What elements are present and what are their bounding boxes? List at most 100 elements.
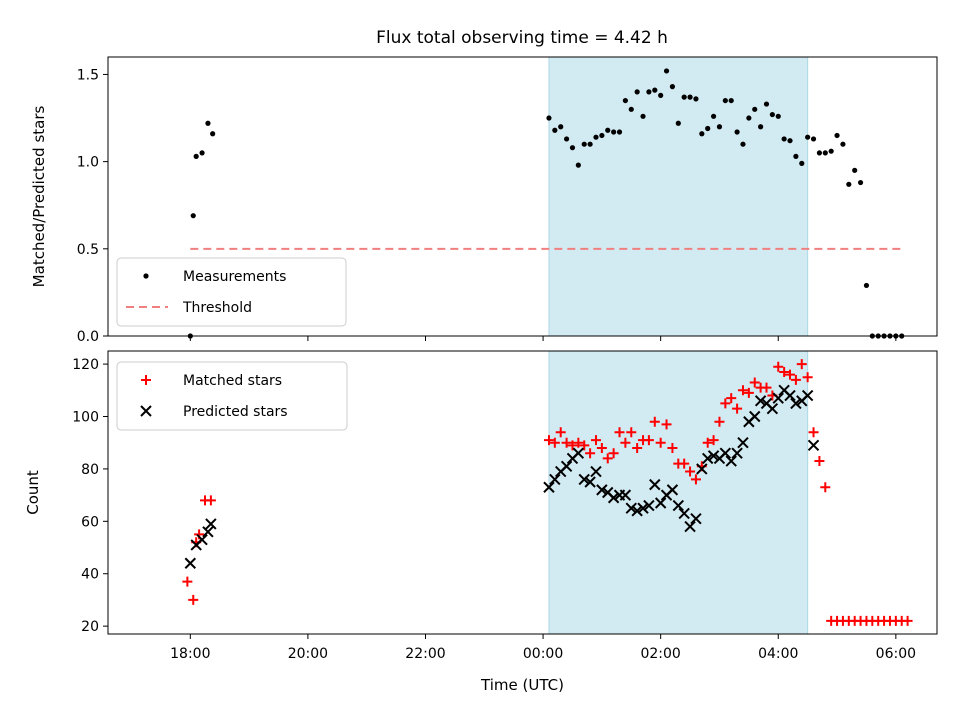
matched-star-point xyxy=(667,442,678,453)
measurement-point xyxy=(805,134,811,140)
measurement-point xyxy=(558,124,564,130)
matched-star-point xyxy=(785,369,796,380)
predicted-star-point xyxy=(678,507,690,520)
measurement-point xyxy=(769,111,775,118)
measurement-point xyxy=(575,162,581,168)
predicted-star-point xyxy=(637,502,649,514)
measurement-point xyxy=(611,129,617,135)
matched-star-point xyxy=(814,456,825,467)
matched-star-point xyxy=(779,366,790,377)
measurement-point xyxy=(599,132,605,139)
measurement-point xyxy=(793,153,799,159)
predicted-star-point xyxy=(719,447,732,459)
measurement-point xyxy=(775,113,781,119)
measurement-point xyxy=(675,120,681,126)
matched-star-point xyxy=(761,382,772,393)
predicted-star-point xyxy=(701,452,714,465)
y-tick-label: 60 xyxy=(81,514,99,530)
predicted-star-point xyxy=(696,463,708,475)
measurement-point xyxy=(587,141,593,147)
measurement-point xyxy=(693,96,699,102)
legend-marker xyxy=(141,375,151,385)
measurement-point xyxy=(569,145,576,151)
measurement-point xyxy=(687,94,693,100)
measurement-point xyxy=(199,150,205,156)
matched-star-point xyxy=(643,435,654,446)
matched-star-point xyxy=(790,374,801,385)
predicted-star-point xyxy=(790,397,802,410)
measurement-point xyxy=(734,129,740,135)
matched-star-point xyxy=(573,437,584,448)
matched-star-point xyxy=(567,440,578,451)
predicted-star-point xyxy=(801,389,814,402)
matched-star-point xyxy=(702,437,713,448)
y-tick-label: 1.5 xyxy=(77,67,99,83)
matched-star-point xyxy=(543,435,554,446)
matched-star-point xyxy=(690,474,701,485)
observing-window-shade xyxy=(548,56,809,337)
matched-star-point xyxy=(602,453,613,464)
matched-star-point xyxy=(590,435,601,446)
predicted-star-point xyxy=(707,450,720,462)
matched-star-point xyxy=(685,466,696,477)
y-tick-label: 100 xyxy=(72,410,99,426)
y-tick-label: 1.0 xyxy=(77,155,99,171)
predicted-star-point xyxy=(666,484,679,496)
measurement-point xyxy=(646,89,652,95)
measurement-point xyxy=(605,127,611,133)
measurement-point xyxy=(634,89,640,95)
x-tick-label: 04:00 xyxy=(758,646,798,662)
x-axis-label: Time (UTC) xyxy=(480,676,564,694)
y-axis-label: Matched/Predicted stars xyxy=(30,106,48,288)
legend-label: Matched stars xyxy=(183,373,282,389)
measurement-point xyxy=(628,106,634,112)
predicted-star-point xyxy=(202,526,214,538)
legend-marker xyxy=(140,405,152,417)
matched-star-point xyxy=(608,448,619,459)
axes-frame xyxy=(107,350,938,635)
predicted-star-point xyxy=(625,502,637,514)
measurement-point xyxy=(210,131,216,137)
series-matched-stars xyxy=(182,359,913,626)
matched-star-point xyxy=(732,403,743,414)
measurement-point xyxy=(563,136,570,142)
measurement-point xyxy=(205,120,211,126)
measurement-point xyxy=(740,141,746,147)
predicted-star-point xyxy=(572,447,585,459)
measurement-point xyxy=(852,167,858,173)
matched-star-point xyxy=(205,495,216,506)
measurement-point xyxy=(669,84,676,90)
measurement-point xyxy=(705,125,711,132)
x-tick-label: 02:00 xyxy=(640,646,680,662)
measurement-point xyxy=(640,113,646,119)
predicted-star-point xyxy=(684,520,696,533)
matched-star-point xyxy=(708,435,719,446)
legend: Matched stars Predicted stars xyxy=(116,361,348,431)
measurement-point xyxy=(546,115,552,121)
predicted-star-point xyxy=(631,505,643,517)
predicted-star-point xyxy=(590,465,602,478)
figure-title: Flux total observing time = 4.42 h xyxy=(376,28,668,48)
matched-star-point xyxy=(626,427,637,438)
axes-frame xyxy=(107,56,938,337)
matched-star-point xyxy=(596,442,607,453)
x-tick-label: 18:00 xyxy=(170,646,210,662)
matched-star-point xyxy=(614,427,625,438)
matched-star-point xyxy=(549,437,560,448)
predicted-star-point xyxy=(725,455,737,467)
measurement-point xyxy=(716,124,723,130)
matched-star-point xyxy=(714,416,725,427)
predicted-star-point xyxy=(766,402,779,415)
legend-label: Predicted stars xyxy=(183,404,288,420)
measurement-point xyxy=(834,132,840,139)
measurement-point xyxy=(728,97,734,104)
measurement-point xyxy=(722,97,728,104)
predicted-star-point xyxy=(749,410,761,423)
matched-star-point xyxy=(720,398,731,409)
legend: Measurements Threshold xyxy=(116,257,347,327)
measurement-point xyxy=(622,97,628,104)
matched-star-point xyxy=(808,427,819,438)
predicted-star-point xyxy=(772,392,784,404)
matched-star-point xyxy=(902,615,913,626)
predicted-star-point xyxy=(807,439,820,452)
